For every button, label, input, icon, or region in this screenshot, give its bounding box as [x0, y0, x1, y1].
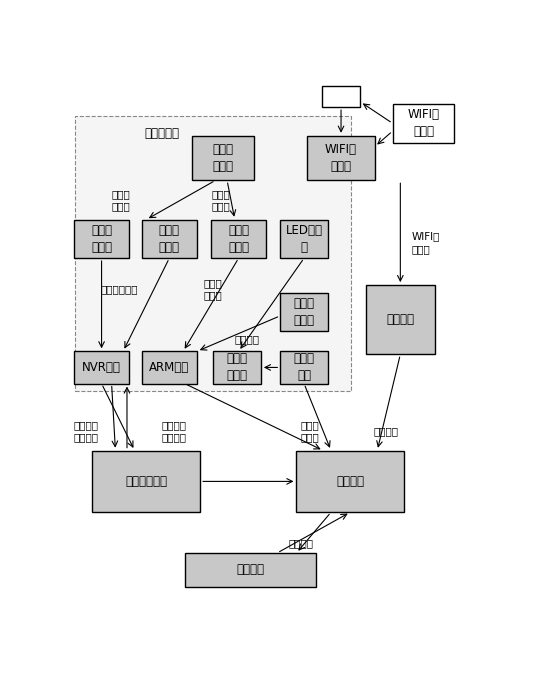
Text: 传递信息: 传递信息: [374, 427, 399, 436]
Text: 控制云
台转动: 控制云 台转动: [212, 189, 230, 211]
Text: 智能跟
踪主机: 智能跟 踪主机: [213, 143, 233, 173]
Text: 传递视频
控制信息: 传递视频 控制信息: [162, 420, 187, 443]
Text: 传递控
制信息: 传递控 制信息: [300, 420, 319, 443]
Text: 指挥中心: 指挥中心: [236, 564, 264, 576]
Bar: [75, 115, 351, 391]
Text: ARM模块: ARM模块: [149, 361, 190, 374]
Bar: [92, 451, 200, 512]
Text: LED液晶
屏: LED液晶 屏: [286, 224, 323, 254]
Text: 报警视
频监控: 报警视 频监控: [228, 224, 249, 254]
Text: WIFI网
络覆盖: WIFI网 络覆盖: [412, 232, 440, 254]
Bar: [322, 86, 361, 107]
Bar: [74, 351, 129, 383]
Bar: [280, 219, 328, 258]
Bar: [211, 219, 267, 258]
Text: WIFI双
频通信: WIFI双 频通信: [325, 143, 357, 173]
Text: 按钮信号: 按钮信号: [235, 334, 260, 344]
Bar: [280, 293, 328, 331]
Text: 云服务器: 云服务器: [336, 475, 364, 488]
Bar: [393, 104, 454, 142]
Text: 传递视频
控制信息: 传递视频 控制信息: [73, 420, 98, 443]
Text: 传递信息: 传递信息: [289, 538, 314, 548]
Bar: [74, 219, 129, 258]
Bar: [365, 285, 435, 354]
Text: 显示信
号输出: 显示信 号输出: [204, 277, 223, 300]
Text: 控制开
关信号: 控制开 关信号: [226, 352, 248, 383]
Bar: [185, 553, 315, 587]
Text: 周边环
境监控: 周边环 境监控: [91, 224, 112, 254]
Text: 高速球
机监控: 高速球 机监控: [159, 224, 180, 254]
Text: 反恐一体机: 反恐一体机: [144, 127, 179, 140]
Bar: [296, 451, 404, 512]
Bar: [280, 351, 328, 383]
Bar: [142, 219, 197, 258]
Bar: [307, 136, 375, 180]
Text: 反恐应
急筱: 反恐应 急筱: [294, 352, 314, 383]
Text: 传递视频信息: 传递视频信息: [100, 284, 137, 294]
Text: 触发报
警按鈕: 触发报 警按鈕: [294, 297, 314, 327]
Text: WIFI定
向通讯: WIFI定 向通讯: [407, 109, 439, 138]
Bar: [192, 136, 254, 180]
Text: NVR模块: NVR模块: [82, 361, 121, 374]
Bar: [213, 351, 261, 383]
Text: 硬盘录像阵列: 硬盘录像阵列: [125, 475, 167, 488]
Text: 智能终端: 智能终端: [386, 313, 414, 326]
Bar: [142, 351, 197, 383]
Text: 取得监
控视频: 取得监 控视频: [111, 189, 130, 211]
